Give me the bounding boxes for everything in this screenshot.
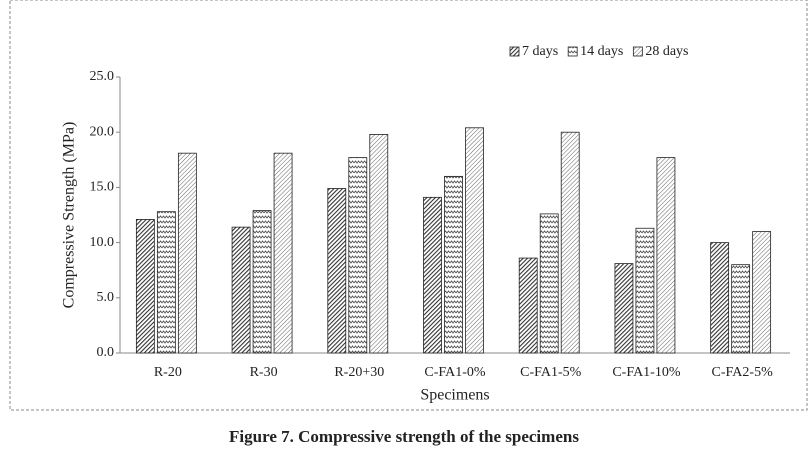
- x-axis-label: Specimens: [420, 387, 489, 404]
- legend-swatch: [567, 46, 578, 57]
- bar: [518, 257, 538, 354]
- y-axis-label: Compressive Strength (MPa): [61, 122, 78, 309]
- caption: Figure 7. Compressive strength of the sp…: [229, 427, 579, 446]
- bar: [614, 263, 634, 354]
- legend-swatch: [632, 46, 643, 57]
- x-tick-label: C-FA1-0%: [424, 365, 486, 380]
- legend-swatch: [509, 46, 520, 57]
- bar: [156, 211, 176, 354]
- bar: [252, 210, 272, 354]
- bar: [444, 175, 463, 354]
- x-tick-label: C-FA2-5%: [712, 365, 774, 380]
- bar: [656, 157, 676, 354]
- x-tick-label: C-FA1-10%: [612, 365, 681, 380]
- y-tick-label: 25.0: [90, 69, 115, 84]
- y-tick-label: 5.0: [97, 290, 115, 305]
- y-tick-label: 20.0: [90, 124, 115, 139]
- bar: [465, 127, 484, 354]
- y-tick-label: 10.0: [90, 235, 115, 250]
- bar: [348, 157, 368, 354]
- bar: [635, 227, 655, 354]
- figure-frame: [9, 0, 808, 411]
- legend-label: 14 days: [580, 44, 623, 59]
- bar: [731, 264, 751, 354]
- bar: [423, 196, 442, 354]
- bar: [560, 131, 580, 354]
- y-tick-label: 0.0: [97, 345, 115, 360]
- x-tick-label: C-FA1-5%: [520, 365, 582, 380]
- bar: [135, 219, 155, 354]
- x-tick-label: R-30: [250, 365, 278, 380]
- legend-label: 28 days: [645, 44, 688, 59]
- bar: [273, 152, 293, 354]
- bar: [752, 231, 772, 354]
- bar: [539, 213, 559, 354]
- bar: [369, 134, 389, 354]
- x-tick-label: R-20+30: [334, 365, 384, 380]
- x-tick-label: R-20: [154, 365, 182, 380]
- y-tick-label: 15.0: [90, 180, 115, 195]
- bar: [231, 226, 251, 354]
- legend-label: 7 days: [522, 44, 558, 59]
- bar: [710, 242, 730, 354]
- bar: [177, 152, 197, 354]
- bar: [327, 188, 347, 354]
